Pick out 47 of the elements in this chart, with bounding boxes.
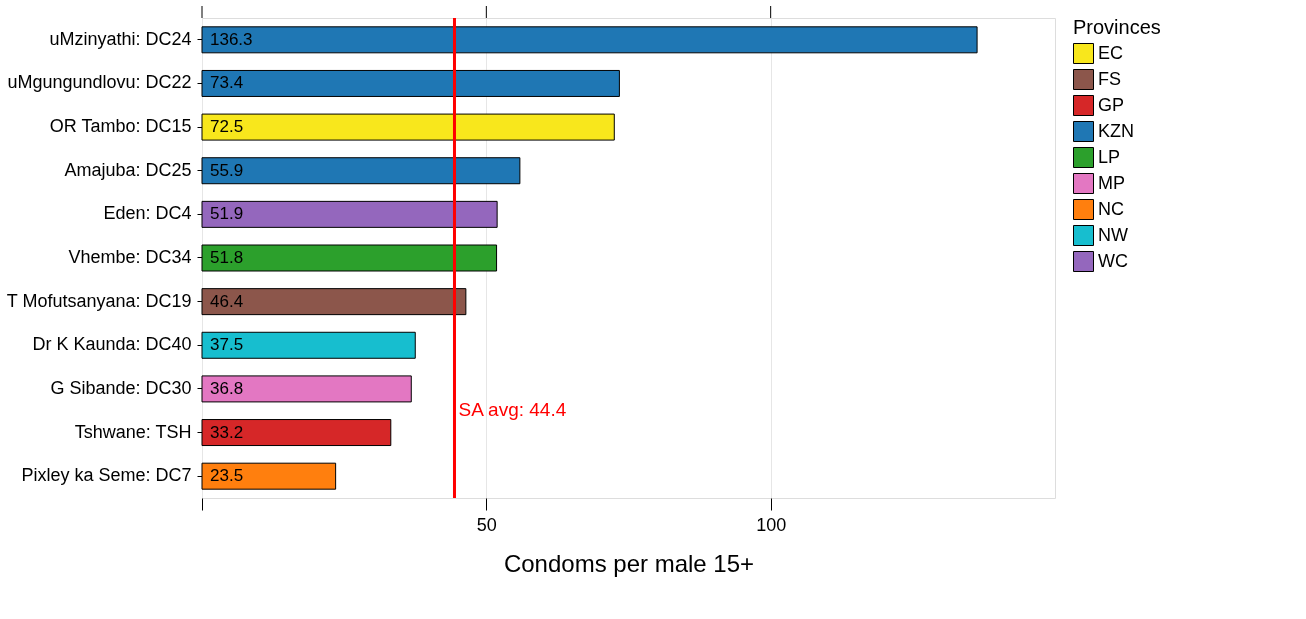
data-label: 73.4 xyxy=(210,73,244,93)
legend-label: KZN xyxy=(1098,120,1134,141)
y-tick-label: Dr K Kaunda: DC40 xyxy=(32,334,192,355)
data-label: 23.5 xyxy=(210,466,244,486)
data-label: 37.5 xyxy=(210,335,244,355)
bar xyxy=(201,200,498,228)
data-label: 46.4 xyxy=(210,291,244,311)
bar xyxy=(201,288,467,316)
data-label: 51.9 xyxy=(210,204,244,224)
x-tick-label: 50 xyxy=(476,514,497,535)
y-tick-label: T Mofutsanyana: DC19 xyxy=(6,290,192,311)
x-tick-label: 100 xyxy=(756,514,787,535)
legend-title: Provinces xyxy=(1073,16,1161,38)
data-label: 136.3 xyxy=(210,29,253,49)
y-tick-label: uMzinyathi: DC24 xyxy=(49,28,192,49)
data-label: 33.2 xyxy=(210,422,244,442)
bar xyxy=(201,69,620,97)
x-axis-title: Condoms per male 15+ xyxy=(503,549,755,577)
bar xyxy=(201,419,392,447)
y-tick-label: Vhembe: DC34 xyxy=(68,247,192,267)
data-label: 55.9 xyxy=(210,160,244,180)
bar xyxy=(201,113,615,141)
legend-label: GP xyxy=(1098,94,1125,115)
bar xyxy=(201,375,412,403)
y-tick-label: Amajuba: DC25 xyxy=(64,159,192,180)
data-label: 51.8 xyxy=(210,248,244,267)
y-tick-label: Pixley ka Seme: DC7 xyxy=(21,465,192,486)
y-tick-label: Eden: DC4 xyxy=(103,203,192,224)
ref-line-label: SA avg: 44.4 xyxy=(458,399,567,420)
data-label: 36.8 xyxy=(210,378,244,398)
bar xyxy=(201,331,416,359)
y-tick-label: G Sibande: DC30 xyxy=(50,377,192,398)
legend-label: FS xyxy=(1098,68,1122,89)
bar xyxy=(201,462,337,490)
legend-label: WC xyxy=(1098,250,1128,271)
data-label: 72.5 xyxy=(210,117,244,137)
y-tick-label: OR Tambo: DC15 xyxy=(49,116,192,137)
bar xyxy=(201,26,978,54)
bar xyxy=(201,244,498,272)
legend-label: NC xyxy=(1098,198,1124,219)
y-tick-label: Tshwane: TSH xyxy=(74,421,192,442)
legend-label: NW xyxy=(1098,224,1128,245)
legend-label: EC xyxy=(1098,42,1124,63)
legend-label: LP xyxy=(1098,146,1121,167)
y-tick-label: uMgungundlovu: DC22 xyxy=(7,72,192,93)
bar xyxy=(201,157,521,185)
legend-label: MP xyxy=(1098,172,1125,193)
